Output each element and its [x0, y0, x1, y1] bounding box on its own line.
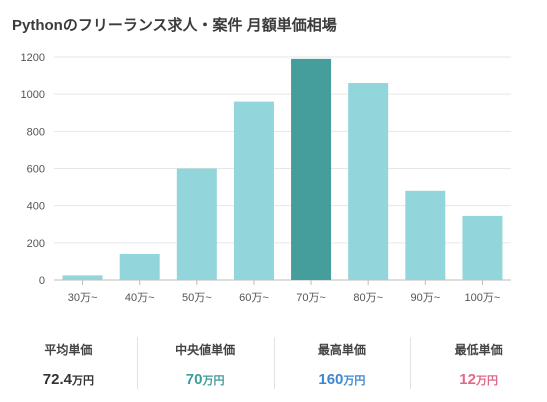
stat-max-label: 最高単価 [317, 343, 366, 357]
bar-5 [291, 58, 332, 280]
y-tick-label: 600 [27, 164, 45, 176]
stat-average: 平均単価 72.4万円 [0, 337, 137, 397]
bars [62, 58, 503, 281]
stat-min-number: 12 [459, 371, 476, 388]
stat-median-value: 70万円 [137, 371, 274, 389]
x-tick-label: 50万~ [182, 292, 212, 304]
stat-max-unit: 万円 [343, 375, 366, 387]
y-tick-label: 1000 [21, 89, 45, 101]
bar-1 [62, 275, 103, 280]
bar-2 [119, 253, 160, 280]
stat-min-unit: 万円 [475, 375, 498, 387]
stat-average-value: 72.4万円 [0, 371, 137, 389]
stat-median-number: 70 [185, 371, 203, 388]
stat-average-unit: 万円 [71, 375, 94, 387]
chart-title: Pythonのフリーランス求人・案件 月額単価相場 [12, 17, 337, 34]
stat-median: 中央値単価 70万円 [136, 337, 274, 397]
stats-panel: 平均単価 72.4万円 中央値単価 70万円 最高単価 160万円 最低単価 1… [0, 337, 547, 397]
x-tick-label: 40万~ [125, 292, 155, 304]
stat-max: 最高単価 160万円 [273, 337, 411, 397]
stat-average-label: 平均単価 [44, 343, 93, 357]
stat-max-value: 160万円 [274, 371, 411, 389]
x-tick-label: 100万~ [465, 292, 501, 304]
x-tick-label: 70万~ [296, 292, 326, 304]
stat-median-unit: 万円 [202, 375, 225, 387]
x-tick-label: 30万~ [68, 292, 98, 304]
bar-3 [176, 168, 217, 280]
stat-median-label: 中央値単価 [175, 343, 236, 357]
x-tick-label: 60万~ [239, 292, 269, 304]
y-tick-label: 1200 [21, 52, 45, 64]
y-axis-ticks: 0 200 400 600 800 1000 1200 [21, 52, 45, 287]
stat-average-number: 72.4 [42, 371, 72, 388]
x-axis-ticks: 30万~ 40万~ 50万~ 60万~ 70万~ 80万~ 90万~ 100万~ [68, 280, 501, 304]
x-tick-label: 80万~ [353, 292, 383, 304]
bar-4 [233, 101, 274, 280]
x-tick-label: 90万~ [410, 292, 440, 304]
y-tick-label: 400 [27, 201, 45, 213]
y-tick-label: 0 [39, 275, 45, 287]
stat-min: 最低単価 12万円 [410, 337, 547, 397]
y-tick-label: 200 [27, 238, 45, 250]
y-tick-label: 800 [27, 126, 45, 138]
bar-7 [405, 190, 446, 280]
stat-min-value: 12万円 [410, 371, 547, 389]
bar-8 [462, 215, 503, 280]
bar-6 [348, 83, 389, 281]
bar-chart: 0 200 400 600 800 1000 1200 30万~ 40万~ 50万~ 60万~ 70… [21, 52, 511, 304]
stat-min-label: 最低単価 [454, 343, 503, 357]
stat-max-number: 160 [318, 371, 344, 388]
